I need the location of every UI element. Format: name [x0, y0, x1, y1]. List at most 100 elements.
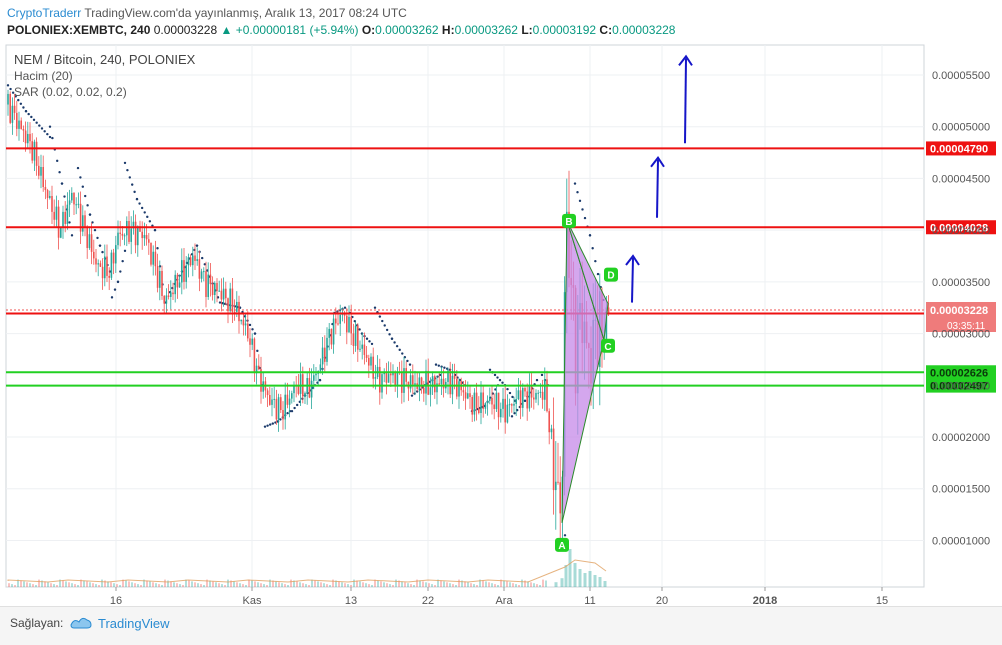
candle-body: [106, 256, 108, 276]
pattern-point-marker[interactable]: [604, 267, 618, 282]
high-label: H:: [441, 23, 455, 37]
harmonic-pattern[interactable]: A B C D: [555, 213, 618, 552]
candle-body: [139, 226, 141, 232]
volume-bar: [122, 579, 124, 587]
candle-body: [205, 271, 207, 298]
candle-body: [348, 316, 350, 333]
candle-body: [185, 265, 187, 282]
candle-body: [143, 234, 146, 239]
volume-indicator-label[interactable]: Hacim (20): [14, 69, 73, 83]
volume-bar: [110, 582, 112, 587]
price-axis[interactable]: 0.00001000 0.00001500 0.00002000 0.00002500…: [932, 70, 990, 547]
sar-dot: [390, 337, 394, 340]
volume-bar: [413, 585, 415, 587]
bar-countdown-label: 03:35:11: [947, 321, 986, 332]
sar-dot: [588, 234, 592, 237]
candle-body: [249, 338, 251, 345]
sar-dot: [22, 106, 25, 109]
up-arrow-shaft[interactable]: [656, 159, 659, 218]
target-arrows[interactable]: [625, 54, 693, 303]
sar-dot: [583, 216, 587, 220]
time-axis[interactable]: 16 Kas 13 22 Ara 11 20 2018 15: [110, 587, 888, 606]
candle-body: [530, 384, 533, 398]
volume-bar: [365, 583, 367, 587]
up-arrow-shaft[interactable]: [684, 58, 687, 144]
tradingview-link[interactable]: TradingView: [98, 616, 170, 631]
candle-body: [546, 379, 548, 412]
candle-body: [350, 316, 352, 334]
volume-bar: [583, 573, 587, 587]
pattern-point-marker[interactable]: [555, 537, 569, 552]
plot-area[interactable]: [5, 44, 925, 588]
candle-body: [90, 234, 93, 252]
author-link[interactable]: CryptoTraderr: [7, 6, 82, 20]
sar-dot: [86, 204, 89, 207]
sar-dot: [17, 98, 20, 102]
candle-body: [559, 482, 561, 514]
price-chart[interactable]: 0.000047900.000040280.000031940.00002626…: [0, 0, 1002, 606]
change-text: +0.00000181 (+5.94%): [235, 23, 359, 37]
volume-bar: [449, 583, 451, 587]
y-tick-label: 0.00004000: [932, 225, 990, 237]
x-tick-label: 15: [876, 595, 888, 606]
candle-body: [156, 266, 159, 288]
candle-body: [370, 356, 372, 366]
candle-body: [335, 318, 337, 324]
level-price-label: 0.00004028: [930, 222, 988, 234]
sar-dot: [318, 378, 322, 382]
sar-dot: [510, 415, 514, 418]
sar-dot: [493, 373, 497, 377]
volume-bar: [302, 583, 304, 587]
volume-bar: [164, 579, 166, 587]
tradingview-logo-icon[interactable]: [70, 614, 92, 630]
candle-body: [207, 274, 209, 298]
candle-body: [401, 372, 403, 393]
up-arrow-head-icon[interactable]: [625, 254, 640, 266]
candle-body: [405, 368, 407, 382]
candle-body: [607, 307, 610, 314]
volume-bar: [266, 585, 268, 587]
sar-indicator-label[interactable]: SAR (0.02, 0.02, 0.2): [14, 85, 127, 99]
sar-dot: [368, 340, 371, 343]
sar-dot: [156, 247, 159, 250]
volume-bar: [389, 584, 391, 587]
volume-bar: [248, 579, 250, 587]
sar-dot: [35, 121, 38, 124]
sar-dot: [385, 328, 389, 332]
candle-body: [222, 288, 225, 300]
candle-body: [387, 373, 390, 383]
volume-bar: [83, 580, 85, 587]
sar-dot: [135, 197, 139, 201]
candle-body: [271, 399, 273, 405]
volume-bar: [272, 580, 274, 587]
candle-body: [275, 398, 278, 420]
sar-dot: [43, 130, 46, 133]
candle-body: [88, 234, 91, 249]
volume-bar: [170, 581, 172, 587]
candle-body: [150, 242, 152, 265]
sar-dot: [343, 306, 347, 309]
volume-bar: [176, 583, 178, 587]
up-arrow-head-icon[interactable]: [650, 156, 665, 168]
up-arrow-head-icon[interactable]: [678, 54, 693, 66]
pattern-point-marker[interactable]: [601, 338, 615, 353]
volume-bar: [221, 584, 223, 587]
sar-dot: [76, 166, 80, 170]
candle-body: [326, 337, 328, 362]
volume-bar: [473, 584, 475, 587]
candle-body: [247, 323, 249, 339]
horizontal-levels[interactable]: 0.000047900.000040280.000031940.00002626…: [6, 141, 996, 393]
pattern-point-marker[interactable]: [562, 213, 576, 228]
pattern-triangle-bcd[interactable]: [566, 220, 609, 340]
volume-bar: [320, 582, 322, 587]
sar-dot: [6, 84, 10, 87]
candle-body: [33, 141, 36, 161]
volume-bar: [209, 580, 211, 587]
candle-body: [159, 270, 161, 288]
sar-dot: [218, 301, 222, 304]
up-arrow-shaft[interactable]: [631, 257, 634, 303]
volume-bar: [410, 584, 412, 587]
volume-bar: [20, 580, 22, 587]
candle-body: [220, 290, 223, 300]
sar-dot: [88, 213, 92, 216]
